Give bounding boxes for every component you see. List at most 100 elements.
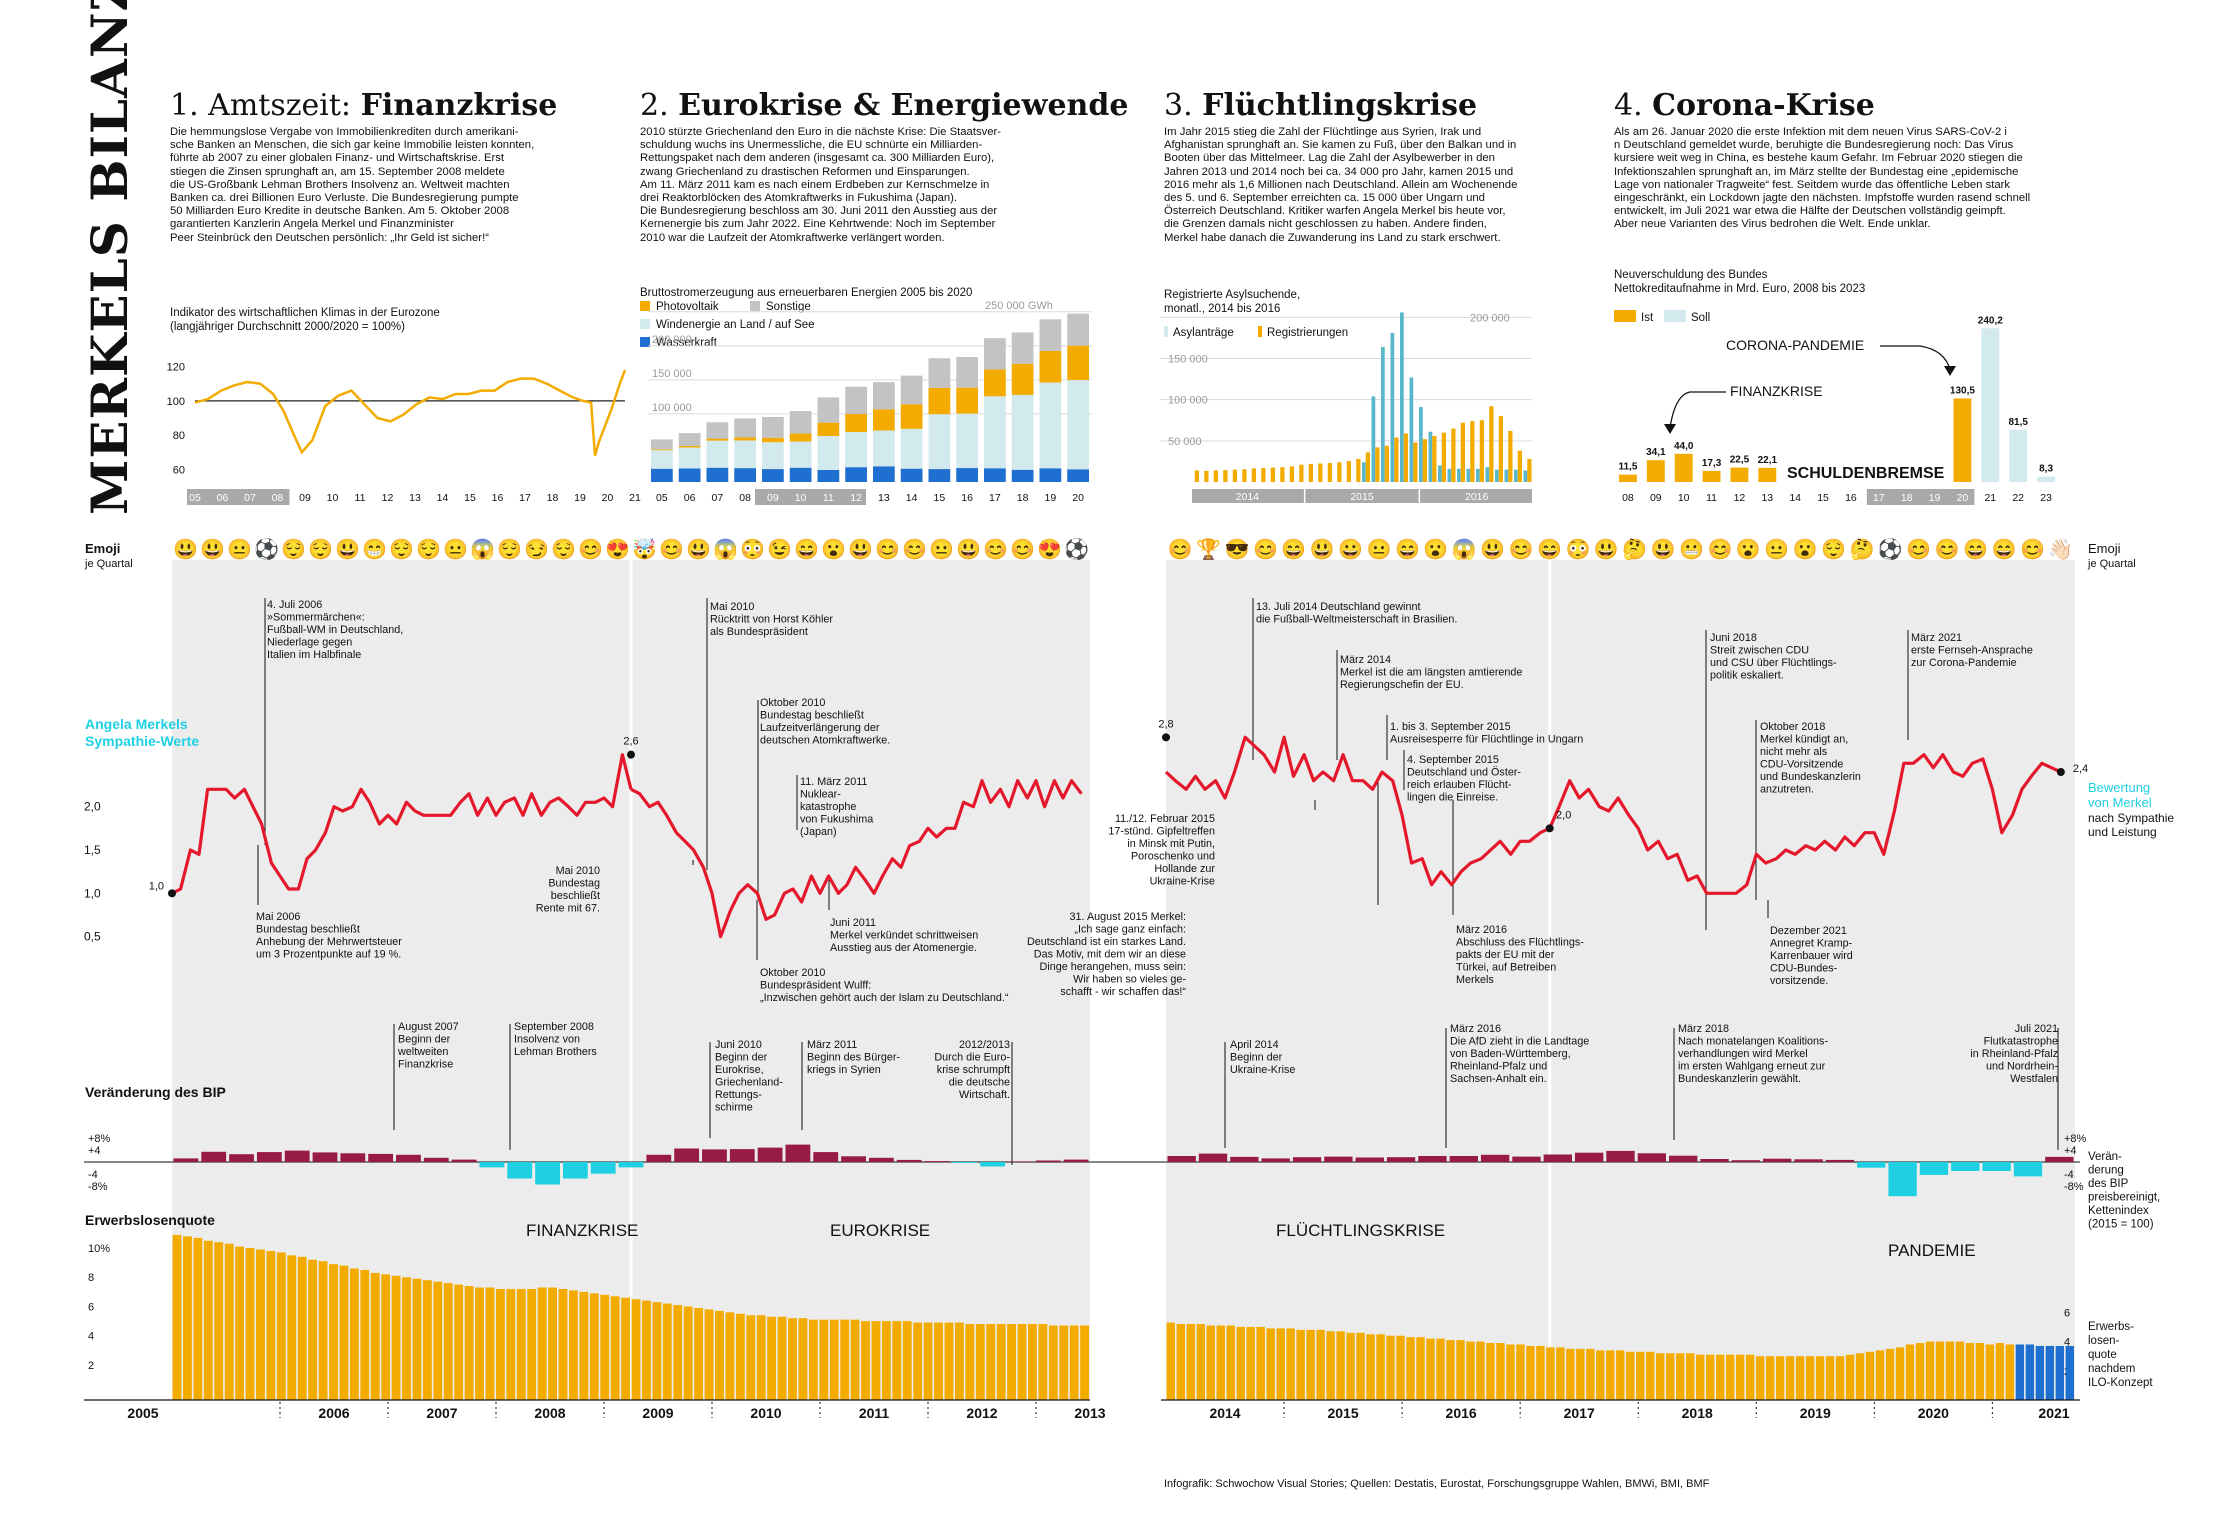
climate-y-tick: 120 (167, 362, 185, 374)
text-line: sche Banken an Menschen, die sich gar ke… (170, 139, 535, 152)
sympathy-annotation-text: Ausreisesperre für Flüchtlinge in Ungarn (1390, 734, 1583, 746)
energy-bar-segment (789, 467, 812, 482)
asylum-bar-registrierung (1495, 469, 1499, 482)
emoji-mark: 😊 (1707, 538, 1732, 561)
asylum-bar-antrag (1470, 421, 1475, 482)
unemployment-bar (308, 1259, 318, 1400)
sympathy-annotation-text: 4. Juli 2006 (267, 599, 322, 611)
sympathy-endpoint-label: 2,0 (1556, 809, 1571, 821)
climate-caption: Indikator des wirtschaftlichen Klimas in… (170, 306, 440, 334)
asylum-bar-antrag (1346, 461, 1351, 482)
gdp-crisis-label: FLÜCHTLINGSKRISE (1276, 1221, 1445, 1240)
text-line: monatl., 2014 bis 2016 (1164, 303, 1281, 315)
debt-x-tick: 09 (1650, 492, 1662, 504)
asylum-bar-antrag (1375, 447, 1380, 482)
energy-y-tick: 150 000 (652, 368, 692, 380)
unemployment-bar (1506, 1344, 1515, 1400)
emoji-mark: 😏 (524, 538, 549, 561)
unemployment-bar (996, 1324, 1006, 1400)
unemployment-bar (1626, 1351, 1635, 1400)
sympathy-annotation-text: Bundestag beschließt (256, 924, 360, 936)
gdp-bar (1008, 1161, 1033, 1162)
unemployment-bar (1306, 1329, 1315, 1400)
asylum-bar-antrag (1403, 433, 1408, 482)
unemployment-bar (1995, 1343, 2005, 1400)
energy-bar-segment (1039, 319, 1062, 351)
emoji-mark: 😊 (1935, 538, 1960, 561)
year-axis-label: 2012 (966, 1405, 997, 1421)
emoji-mark: 😃 (1480, 538, 1505, 561)
asylum-bar-antrag (1232, 469, 1237, 482)
emoji-mark: 😍 (1037, 538, 1062, 561)
sympathy-annotation-text: CDU-Vorsitzende (1760, 759, 1843, 771)
emoji-mark: 😱 (713, 538, 738, 561)
unemployment-bar (1226, 1325, 1235, 1400)
unemployment-bar (1516, 1344, 1525, 1400)
emoji-mark: 😊 (875, 538, 900, 561)
asylum-bar-registrierung (1362, 462, 1366, 482)
emoji-mark: 😐 (227, 538, 252, 561)
unemployment-bar (516, 1288, 526, 1400)
asylum-bar-antrag (1318, 463, 1323, 482)
gdp-bar (1480, 1154, 1510, 1162)
sympathy-series-line (630, 779, 1083, 939)
emoji-mark: 😊 (578, 538, 603, 561)
asylum-bar-registrierung (1466, 468, 1471, 482)
sympathy-y-tick: 0,5 (84, 930, 101, 944)
asylum-bar-registrierung (1381, 346, 1385, 482)
emoji-mark: 😊 (1010, 538, 1035, 561)
sympathy-annotation-text: Italien im Halbfinale (267, 649, 361, 661)
unemployment-bar (1845, 1354, 1855, 1400)
energy-bar-segment (845, 467, 867, 482)
asylum-bar-antrag (1289, 466, 1294, 482)
gdp-bar (1763, 1158, 1792, 1162)
sympathy-right-label: von Merkel (2088, 795, 2152, 810)
unemployment-bar (725, 1312, 735, 1400)
sympathy-annotation-text: Oktober 2010 (760, 967, 825, 979)
asylum-bar-antrag (1213, 470, 1218, 482)
text-line: 50 Milliarden Euro Kredite in deutsche B… (170, 205, 510, 218)
energy-bar-segment (706, 467, 729, 482)
unemployment-bar (183, 1236, 192, 1400)
emoji-mark: 😮 (1423, 538, 1448, 561)
unemployment-y-tick: 6 (88, 1301, 94, 1313)
debt-bar (1981, 328, 2000, 482)
energy-bar-segment (1039, 350, 1062, 383)
sympathy-annotation-text: Dinge herangehen, muss sein: (1040, 961, 1186, 973)
energy-bar-segment (734, 437, 756, 441)
energy-bar-segment (706, 438, 729, 441)
unemployment-bar (1069, 1325, 1079, 1400)
unemployment-bar (840, 1319, 850, 1400)
debt-bar (2009, 429, 2028, 482)
debt-caption: Neuverschuldung des Bundes Nettokreditauf… (1614, 268, 1865, 296)
gdp-bar (423, 1157, 449, 1162)
energy-bar-segment (928, 414, 951, 470)
asylum-bar-registrierung (1504, 469, 1509, 482)
sympathy-annotation-text: von Fukushima (800, 814, 873, 826)
unemployment-bar (1059, 1325, 1069, 1400)
climate-y-tick: 80 (173, 430, 185, 442)
climate-x-tick: 20 (602, 492, 614, 504)
gdp-bar (924, 1161, 950, 1162)
debt-arrow-corona (1880, 345, 1951, 371)
gdp-annotation-text: weltweiten (397, 1046, 448, 1058)
unemployment-bar (433, 1281, 443, 1400)
unemployment-bar (610, 1296, 620, 1400)
text-line: Kernenergie bis zum Jahr 2022. Eine Kehr… (640, 218, 996, 231)
sympathy-annotation-text: Juni 2011 (830, 917, 876, 929)
asylum-chart: Asylanträge Registrierungen 200 000 150 000… (1160, 312, 1532, 503)
sympathy-annotation-text: Türkei, auf Betreiben (1456, 962, 1556, 974)
debt-x-tick: 23 (2040, 492, 2052, 504)
unemployment-bar (1546, 1347, 1555, 1400)
asylum-bar-antrag (1479, 420, 1484, 482)
gdp-annotation-text: Finanzkrise (398, 1059, 453, 1071)
unemployment-bar (1636, 1351, 1645, 1400)
gdp-bar (2013, 1162, 2043, 1177)
unemployment-y-tick-right: 4 (2064, 1337, 2070, 1349)
unemployment-bar (1376, 1334, 1385, 1400)
text-line: Merkel habe danach die Zuwanderung ins L… (1164, 231, 1501, 244)
text-line: Als am 26. Januar 2020 die erste Infekti… (1614, 126, 2007, 138)
sympathy-annotation-text: Mai 2006 (256, 911, 300, 923)
asylum-bar-antrag (1194, 470, 1199, 482)
gdp-bar (1167, 1156, 1196, 1162)
